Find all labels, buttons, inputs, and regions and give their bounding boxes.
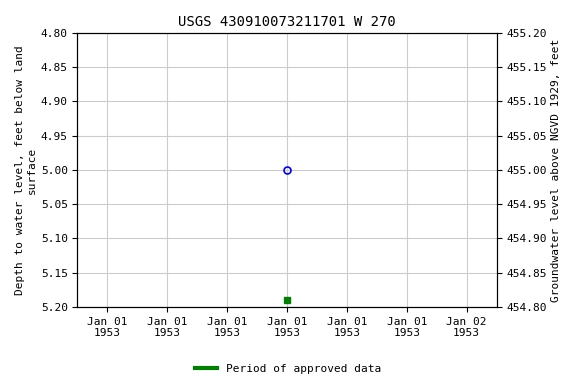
Title: USGS 430910073211701 W 270: USGS 430910073211701 W 270: [178, 15, 396, 29]
Y-axis label: Depth to water level, feet below land
surface: Depth to water level, feet below land su…: [15, 45, 37, 295]
Legend: Period of approved data: Period of approved data: [191, 359, 385, 379]
Y-axis label: Groundwater level above NGVD 1929, feet: Groundwater level above NGVD 1929, feet: [551, 38, 561, 301]
